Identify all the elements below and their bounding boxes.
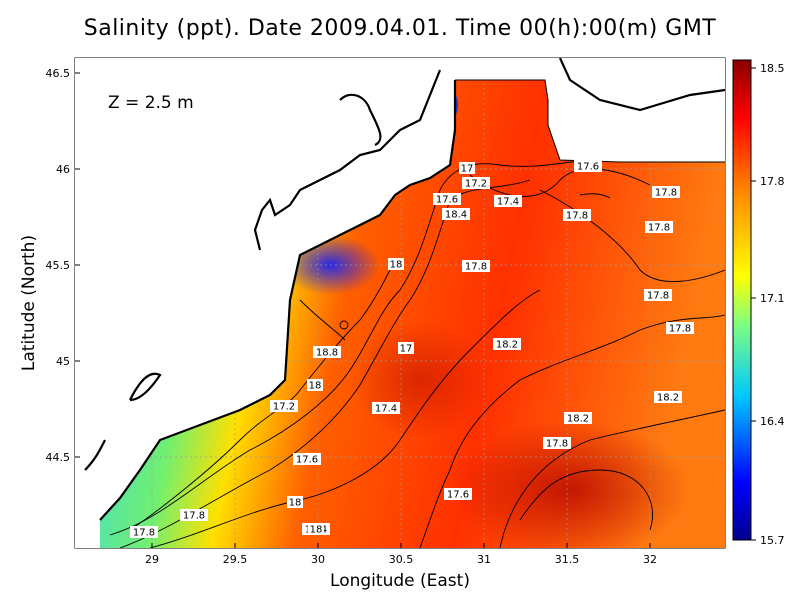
svg-text:18.2: 18.2 [657, 393, 679, 404]
contour-label: 18 [307, 379, 323, 392]
svg-text:17.6: 17.6 [296, 455, 318, 466]
contour-label: 17.2 [270, 400, 298, 413]
svg-text:17.8: 17.8 [669, 324, 691, 335]
y-axis-label: Latitude (North) [19, 235, 39, 371]
coastline [75, 57, 726, 548]
contour-label: 17.8 [462, 260, 490, 273]
svg-text:18: 18 [289, 498, 302, 509]
contour-label: 17.6 [433, 193, 461, 206]
svg-text:18.2: 18.2 [496, 340, 518, 351]
contour-label: 18 [287, 496, 303, 509]
contour-label: 17.8 [644, 289, 672, 302]
y-tick-label: 45.5 [46, 259, 71, 272]
contour-label: 17.8 [130, 526, 158, 539]
svg-text:17.8: 17.8 [183, 511, 205, 522]
svg-text:17.8: 17.8 [546, 439, 568, 450]
contour-label: 17 [459, 162, 475, 175]
y-tick-label: 46.5 [46, 67, 71, 80]
contour-label: 18.2 [564, 412, 592, 425]
contour-label: 17.8 [652, 186, 680, 199]
colorbar-tick-label: 17.8 [760, 175, 785, 188]
x-tick-label: 30.5 [389, 553, 414, 566]
x-axis-ticks: 29 29.5 30 30.5 31 31.5 32 [145, 543, 657, 566]
y-tick-label: 46 [56, 163, 70, 176]
contour-label: 17.8 [563, 209, 591, 222]
svg-text:18.8: 18.8 [316, 348, 338, 359]
svg-text:17.8: 17.8 [133, 528, 155, 539]
x-tick-label: 31.5 [555, 553, 580, 566]
colorbar-tick-label: 18.5 [760, 62, 785, 75]
contour-label: 17.2 [462, 177, 490, 190]
svg-text:18: 18 [310, 525, 323, 536]
contour-label: 18.4 [442, 208, 470, 221]
svg-text:17.8: 17.8 [655, 188, 677, 199]
contour-label: 17.4 [372, 402, 400, 415]
contour-label-layer: 17 17.2 17.4 17.6 17.6 17.6 17.8 17.8 17.8 17.8 17… [130, 160, 694, 539]
colorbar-tick-label: 16.4 [760, 415, 785, 428]
contour-label: 17.6 [293, 453, 321, 466]
svg-text:18.2: 18.2 [567, 414, 589, 425]
svg-text:17.2: 17.2 [465, 179, 487, 190]
svg-text:17.4: 17.4 [375, 404, 397, 415]
svg-text:18: 18 [309, 381, 322, 392]
y-tick-label: 45 [56, 355, 70, 368]
chart-title: Salinity (ppt). Date 2009.04.01. Time 00… [83, 16, 717, 41]
contour-label: 18.2 [493, 338, 521, 351]
svg-text:17.8: 17.8 [647, 291, 669, 302]
svg-text:17: 17 [400, 344, 413, 355]
contour-label: 18.2 [654, 391, 682, 404]
contour-label: 17.6 [444, 488, 472, 501]
x-tick-label: 29 [145, 553, 159, 566]
contour-label: 17.6 [574, 160, 602, 173]
y-tick-label: 44.5 [46, 451, 71, 464]
contour-label: 18.8 [313, 346, 341, 359]
svg-text:17.2: 17.2 [273, 402, 295, 413]
svg-text:18: 18 [390, 260, 403, 271]
contour-label: 17.8 [180, 509, 208, 522]
high-salinity-patch [350, 320, 490, 440]
svg-text:17: 17 [461, 164, 474, 175]
depth-label: Z = 2.5 m [108, 93, 194, 113]
svg-text:17.8: 17.8 [566, 211, 588, 222]
svg-text:17.6: 17.6 [436, 195, 458, 206]
x-tick-label: 31 [477, 553, 491, 566]
contour-label: 18 [388, 258, 404, 271]
svg-text:17.6: 17.6 [577, 162, 599, 173]
contour-label: 17.8 [543, 437, 571, 450]
contour-label: 17 [398, 342, 414, 355]
svg-text:17.8: 17.8 [648, 223, 670, 234]
contour-label: 17.4 [494, 195, 522, 208]
contour-label: 17.8 [666, 322, 694, 335]
x-axis-label: Longitude (East) [330, 571, 470, 591]
colorbar-tick-label: 15.7 [760, 534, 785, 547]
svg-text:18.4: 18.4 [445, 210, 467, 221]
contour-label: 17.8 [645, 221, 673, 234]
svg-text:17.4: 17.4 [497, 197, 519, 208]
colorbar-tick-label: 17.1 [760, 292, 785, 305]
svg-text:17.6: 17.6 [447, 490, 469, 501]
x-tick-label: 32 [643, 553, 657, 566]
y-axis-ticks: 46.5 46 45.5 45 44.5 [46, 67, 80, 464]
x-tick-label: 30 [311, 553, 325, 566]
x-tick-label: 29.5 [223, 553, 248, 566]
contour-label: 18 [308, 523, 324, 536]
svg-text:17.8: 17.8 [465, 262, 487, 273]
colorbar-ticks: 18.5 17.8 17.1 16.4 15.7 [751, 62, 785, 547]
colorbar [732, 59, 752, 541]
